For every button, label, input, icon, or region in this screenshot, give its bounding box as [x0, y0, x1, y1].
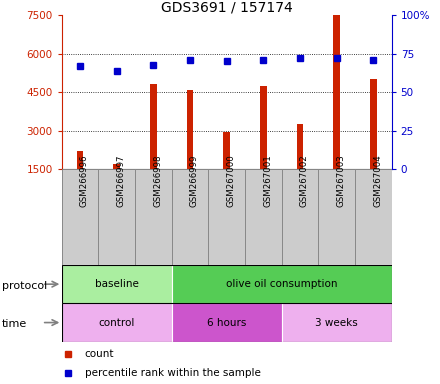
- Text: time: time: [2, 319, 27, 329]
- Text: baseline: baseline: [95, 279, 139, 289]
- Text: GSM267001: GSM267001: [263, 154, 272, 207]
- Text: olive oil consumption: olive oil consumption: [226, 279, 337, 289]
- Bar: [172, 303, 282, 342]
- Bar: [334, 15, 340, 169]
- Text: GSM266998: GSM266998: [153, 154, 162, 207]
- Bar: [370, 79, 377, 169]
- Bar: [187, 89, 193, 169]
- Text: GSM266997: GSM266997: [117, 154, 125, 207]
- Text: GSM267002: GSM267002: [300, 154, 309, 207]
- Bar: [224, 132, 230, 169]
- Bar: [355, 169, 392, 265]
- Bar: [62, 169, 98, 265]
- Bar: [62, 265, 172, 303]
- Bar: [282, 169, 318, 265]
- Text: GSM267004: GSM267004: [373, 154, 382, 207]
- Bar: [297, 124, 303, 169]
- Bar: [172, 169, 208, 265]
- Text: protocol: protocol: [2, 281, 48, 291]
- Text: control: control: [99, 318, 135, 328]
- Text: GSM266999: GSM266999: [190, 154, 199, 207]
- Bar: [318, 169, 355, 265]
- Bar: [245, 169, 282, 265]
- Text: count: count: [85, 349, 114, 359]
- Text: GSM267003: GSM267003: [337, 154, 345, 207]
- Text: 6 hours: 6 hours: [207, 318, 246, 328]
- Title: GDS3691 / 157174: GDS3691 / 157174: [161, 0, 293, 14]
- Bar: [172, 265, 392, 303]
- Text: 3 weeks: 3 weeks: [315, 318, 358, 328]
- Bar: [260, 86, 267, 169]
- Text: GSM267000: GSM267000: [227, 154, 235, 207]
- Text: percentile rank within the sample: percentile rank within the sample: [85, 368, 260, 379]
- Bar: [62, 303, 172, 342]
- Bar: [282, 303, 392, 342]
- Bar: [208, 169, 245, 265]
- Bar: [98, 169, 135, 265]
- Bar: [150, 84, 157, 169]
- Bar: [114, 164, 120, 169]
- Bar: [77, 151, 83, 169]
- Bar: [135, 169, 172, 265]
- Text: GSM266996: GSM266996: [80, 154, 89, 207]
